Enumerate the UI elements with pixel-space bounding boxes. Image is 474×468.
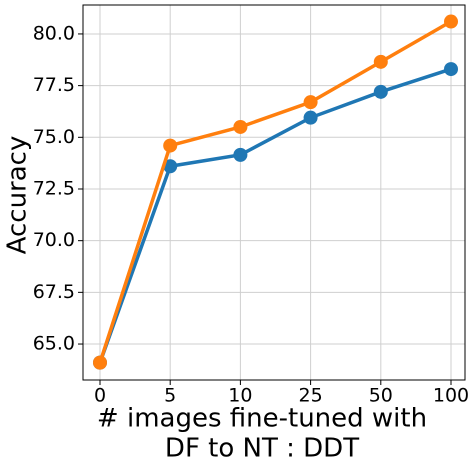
x-tick-label: 5	[164, 385, 176, 407]
y-axis-label: Accuracy	[3, 136, 33, 255]
y-tick-label: 80.0	[33, 22, 75, 44]
y-tick-label: 75.0	[33, 126, 75, 148]
x-axis-label: DF to NT : DDT	[165, 434, 359, 464]
x-tick-label: 50	[369, 385, 393, 407]
x-tick-label: 10	[228, 385, 252, 407]
data-point	[233, 147, 248, 162]
y-tick-label: 67.5	[33, 281, 75, 303]
y-tick-label: 70.0	[33, 229, 75, 251]
x-tick-label: 25	[299, 385, 323, 407]
x-tick-label: 0	[94, 385, 106, 407]
data-point	[444, 14, 458, 29]
y-tick-label: 72.5	[33, 177, 75, 199]
plot-frame	[82, 4, 466, 381]
data-point	[163, 138, 178, 153]
data-point	[373, 54, 388, 69]
data-point	[163, 159, 178, 174]
x-axis-label: # images fine-tuned with	[97, 404, 427, 434]
data-point	[303, 95, 318, 110]
data-point	[373, 84, 388, 99]
y-tick-label: 77.5	[33, 74, 75, 96]
series-line	[98, 20, 452, 364]
data-point	[444, 62, 458, 77]
data-point	[93, 355, 107, 370]
data-point	[303, 110, 318, 125]
y-tick-label: 65.0	[33, 333, 75, 355]
x-tick-label: 100	[433, 385, 469, 407]
series-line	[98, 67, 452, 364]
data-point	[233, 119, 248, 134]
